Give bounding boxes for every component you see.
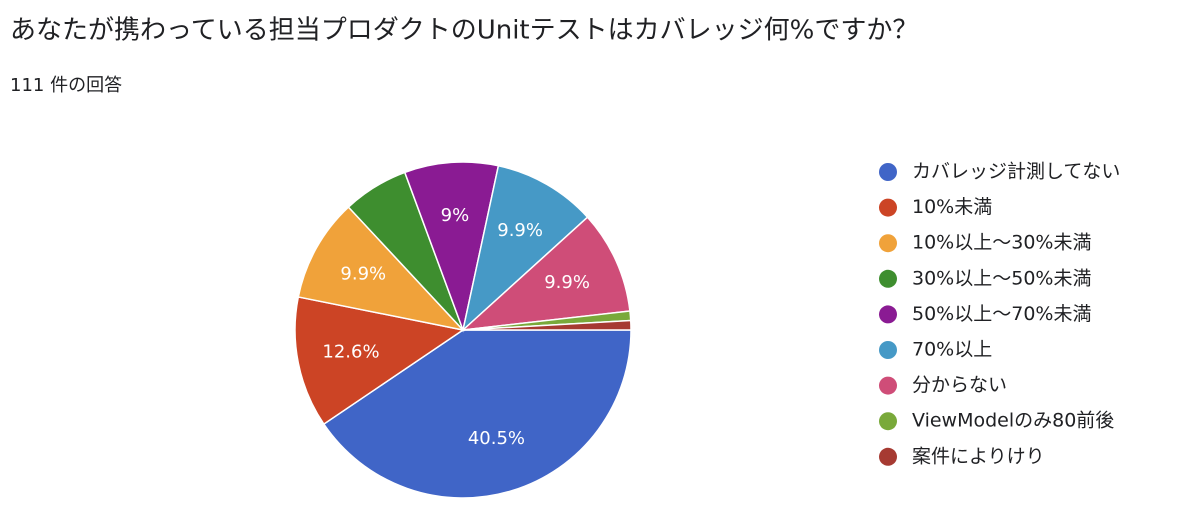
legend-label: 50%以上〜70%未満 [912,303,1091,325]
legend-label: 分からない [912,374,1007,396]
slice-label: 9.9% [340,263,386,284]
legend-label: 70%以上 [912,339,992,361]
legend-swatch [879,376,897,395]
slice-label: 9.9% [544,272,590,293]
slice-label: 12.6% [322,341,379,362]
slice-label: 9.9% [497,220,543,241]
pie-slice [294,296,465,426]
slice-label: 40.5% [468,428,525,449]
pie-slice [462,319,632,331]
pie-slice [461,164,589,333]
legend-swatch [879,341,897,359]
legend-label: カバレッジ計測してない [912,161,1120,183]
legend-label: ViewModelのみ80前後 [912,410,1114,432]
pie-slice [322,329,632,499]
legend-swatch [879,269,897,288]
legend-label: 30%以上〜50%未満 [912,267,1091,289]
legend-swatch [879,447,897,466]
legend-label: 案件によりけり [912,445,1045,467]
legend-swatch [879,234,897,253]
pie-slice [297,206,466,332]
legend-label: 10%以上〜30%未満 [912,232,1091,254]
response-count: 111 件の回答 [10,75,122,96]
slice-label: 9% [441,205,470,226]
legend-swatch [879,305,897,324]
legend-swatch [879,412,897,431]
legend-swatch [879,163,897,181]
legend-label: 10%未満 [912,196,992,218]
pie-slice [403,161,500,333]
chart-title: あなたが携わっている担当プロダクトのUnitテストはカバレッジ何%ですか？ [10,16,918,46]
pie-slice [460,216,631,332]
legend-swatch [879,198,897,217]
